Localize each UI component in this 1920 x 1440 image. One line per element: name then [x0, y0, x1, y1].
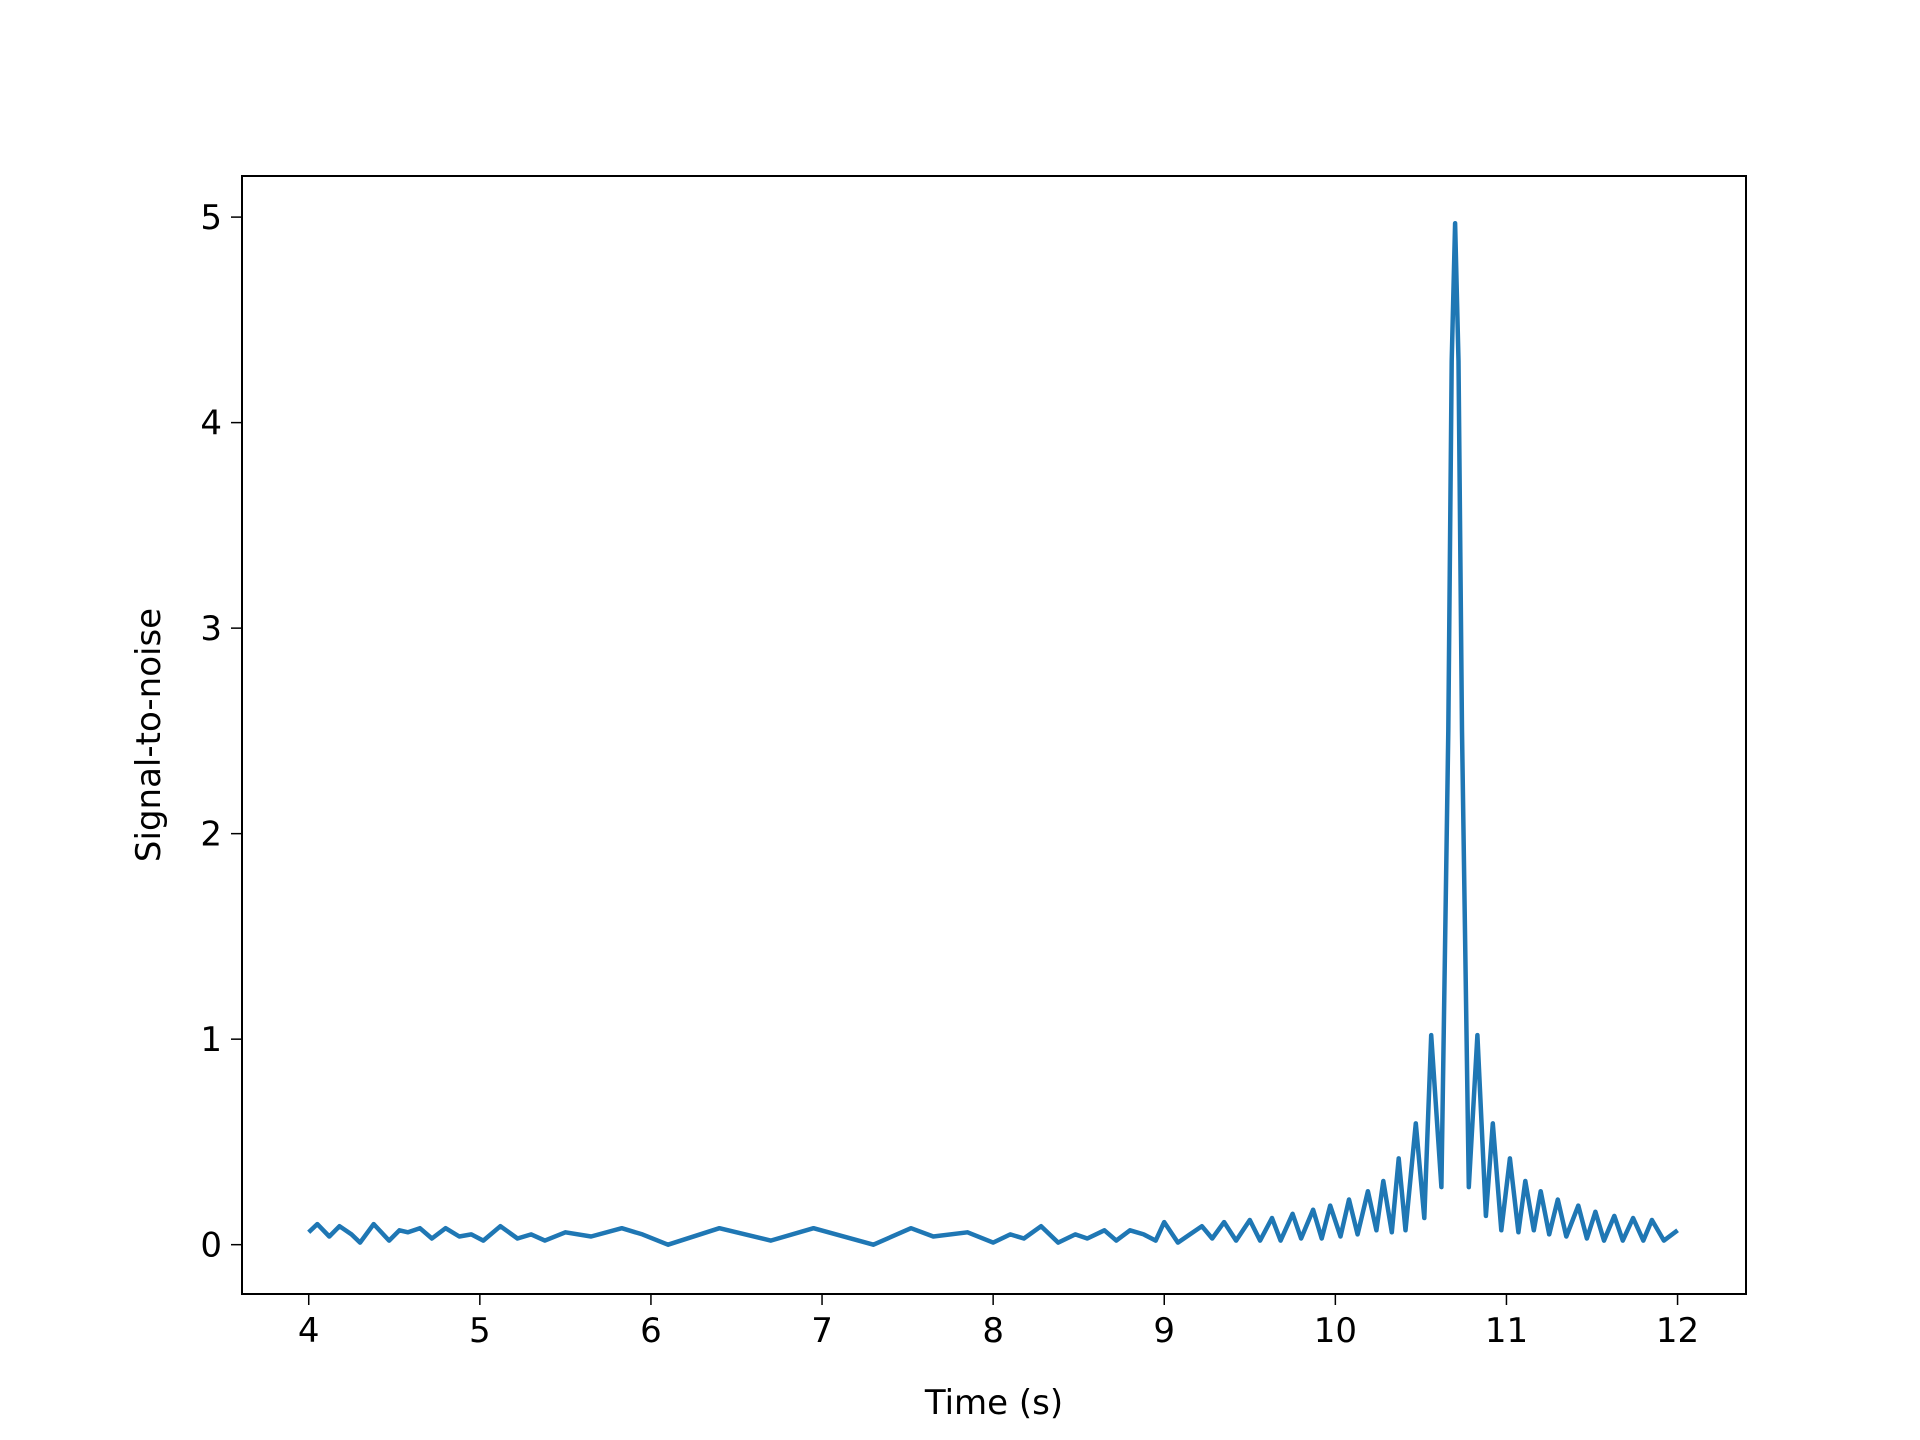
y-tick-label: 1 — [200, 1020, 222, 1060]
x-tick-label: 5 — [469, 1311, 491, 1351]
series-line — [307, 221, 1679, 1247]
x-tick-label: 8 — [982, 1311, 1004, 1351]
plot-frame — [241, 175, 1747, 1295]
x-tick-label: 9 — [1153, 1311, 1175, 1351]
y-tick-label: 4 — [200, 404, 222, 444]
x-tick-label: 7 — [811, 1311, 833, 1351]
y-tick-label: 5 — [200, 198, 222, 238]
y-tick-label: 0 — [200, 1226, 222, 1266]
x-tick-label: 10 — [1314, 1311, 1357, 1351]
y-tick-label: 2 — [200, 815, 222, 855]
x-tick-label: 12 — [1656, 1311, 1699, 1351]
y-axis-label: Signal-to-noise — [129, 608, 169, 862]
x-tick-label: 11 — [1485, 1311, 1528, 1351]
x-tick-label: 6 — [640, 1311, 662, 1351]
x-axis-label: Time (s) — [924, 1383, 1063, 1423]
y-tick-label: 3 — [200, 609, 222, 649]
x-tick-label: 4 — [298, 1311, 320, 1351]
